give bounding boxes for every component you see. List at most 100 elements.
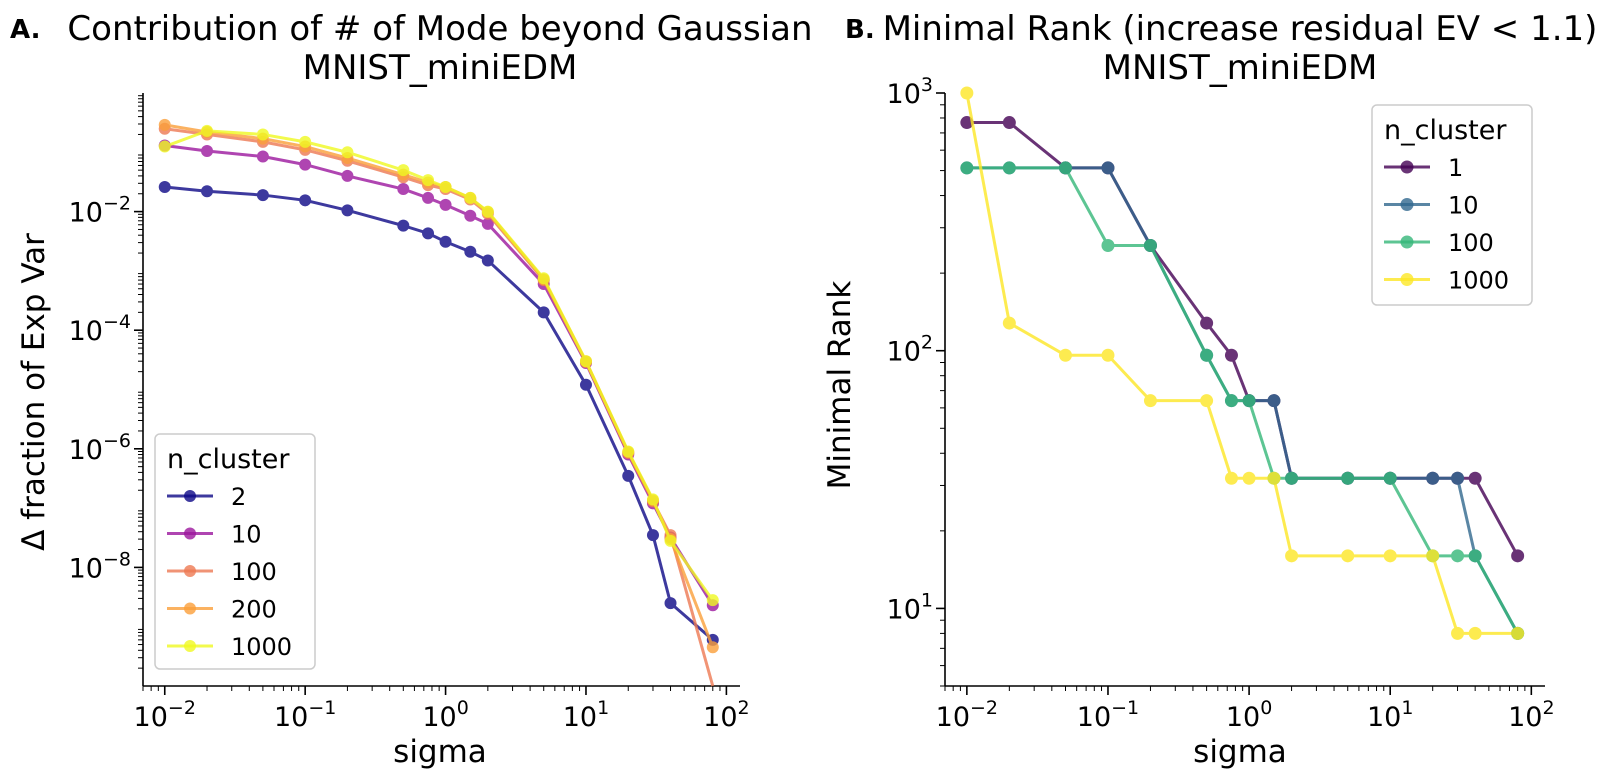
data-point bbox=[481, 205, 494, 218]
y-tick-label: 10−4 bbox=[69, 311, 131, 347]
data-point bbox=[1285, 471, 1299, 485]
x-tick-label: 10−2 bbox=[936, 697, 998, 733]
data-point bbox=[960, 161, 974, 175]
data-point bbox=[201, 124, 214, 137]
data-point bbox=[422, 191, 435, 204]
series-line bbox=[966, 166, 1519, 635]
panel-a-subtitle: MNIST_miniEDM bbox=[303, 48, 578, 88]
data-point bbox=[646, 493, 659, 506]
data-point bbox=[158, 140, 171, 153]
legend-swatch-marker bbox=[184, 640, 196, 652]
data-point bbox=[579, 378, 592, 391]
data-point bbox=[481, 254, 494, 267]
data-point bbox=[1143, 239, 1157, 253]
legend-swatch-marker bbox=[1400, 235, 1414, 249]
series-2 bbox=[158, 180, 719, 646]
data-point bbox=[439, 235, 452, 248]
data-point bbox=[1224, 394, 1238, 408]
data-point bbox=[299, 194, 312, 207]
data-point bbox=[464, 209, 477, 222]
y-tick-label: 103 bbox=[887, 74, 933, 110]
legend-swatch-marker bbox=[1400, 198, 1414, 211]
data-point bbox=[341, 204, 354, 217]
data-point bbox=[1267, 394, 1281, 408]
x-tick-label: 100 bbox=[422, 697, 468, 733]
data-point bbox=[397, 164, 410, 177]
data-point bbox=[1242, 471, 1256, 485]
data-point bbox=[622, 445, 635, 458]
data-point bbox=[1468, 471, 1482, 485]
legend-label: 200 bbox=[231, 596, 277, 624]
data-point bbox=[201, 145, 214, 158]
panel-a-title: Contribution of # of Mode beyond Gaussia… bbox=[67, 9, 812, 49]
panel-a-xlabel: sigma bbox=[393, 734, 487, 770]
x-tick-label: 100 bbox=[1226, 697, 1272, 733]
x-tick-label: 10−1 bbox=[1077, 697, 1139, 733]
data-point bbox=[664, 534, 677, 547]
legend-label: 100 bbox=[1448, 229, 1494, 257]
data-point bbox=[1267, 471, 1281, 485]
data-point bbox=[201, 185, 214, 198]
data-point bbox=[439, 198, 452, 211]
x-tick-label: 102 bbox=[1508, 697, 1554, 733]
y-tick-label: 101 bbox=[887, 589, 933, 625]
legend-label: 1000 bbox=[1448, 267, 1509, 295]
panel-b-title: Minimal Rank (increase residual EV < 1.1… bbox=[883, 9, 1598, 49]
data-point bbox=[341, 146, 354, 159]
legend-swatch-marker bbox=[184, 490, 196, 502]
legend-swatch-marker bbox=[1400, 160, 1414, 174]
data-point bbox=[1468, 626, 1482, 640]
data-point bbox=[1200, 348, 1214, 362]
y-tick-label: 10−6 bbox=[69, 430, 131, 466]
legend-label: 100 bbox=[231, 558, 277, 586]
data-point bbox=[158, 180, 171, 193]
y-tick-label: 10−8 bbox=[69, 548, 131, 584]
legend-swatch-marker bbox=[184, 527, 196, 540]
data-point bbox=[439, 180, 452, 193]
data-point bbox=[422, 174, 435, 187]
series-line bbox=[966, 166, 1519, 635]
data-point bbox=[1511, 626, 1525, 640]
data-point bbox=[537, 306, 550, 319]
data-point bbox=[1451, 471, 1465, 485]
data-point bbox=[1285, 549, 1299, 563]
legend-box bbox=[1371, 104, 1533, 306]
data-point bbox=[256, 128, 269, 141]
data-point bbox=[1002, 161, 1016, 175]
legend-label: 1 bbox=[1448, 154, 1463, 182]
x-tick-label: 10−1 bbox=[274, 697, 336, 733]
data-point bbox=[1426, 549, 1440, 563]
data-point bbox=[1511, 549, 1525, 563]
data-point bbox=[1101, 161, 1115, 175]
data-point bbox=[1200, 316, 1214, 330]
series-1000 bbox=[960, 86, 1525, 640]
legend-label: 1000 bbox=[231, 633, 292, 661]
data-point bbox=[1200, 394, 1214, 408]
data-point bbox=[1002, 116, 1016, 130]
data-point bbox=[299, 135, 312, 148]
data-point bbox=[1058, 348, 1072, 362]
data-point bbox=[706, 641, 719, 654]
data-point bbox=[646, 529, 659, 542]
legend-label: 2 bbox=[231, 483, 246, 511]
data-point bbox=[960, 86, 974, 100]
series-line bbox=[164, 185, 714, 641]
data-point bbox=[1058, 161, 1072, 175]
data-point bbox=[397, 183, 410, 196]
data-point bbox=[1101, 348, 1115, 362]
data-point bbox=[1224, 348, 1238, 362]
data-point bbox=[341, 169, 354, 182]
data-point bbox=[464, 245, 477, 258]
data-point bbox=[706, 594, 719, 607]
data-point bbox=[256, 150, 269, 163]
data-point bbox=[1242, 394, 1256, 408]
data-point bbox=[397, 219, 410, 232]
panel-b-plot: 10−2 10−1 100 101 102 101 102 103 n_cluster 1 10 10… bbox=[887, 74, 1555, 733]
data-point bbox=[1383, 549, 1397, 563]
data-point bbox=[579, 355, 592, 368]
legend: n_cluster 2 10 100 200 1000 bbox=[154, 433, 316, 670]
data-point bbox=[158, 118, 171, 131]
data-point bbox=[256, 189, 269, 202]
y-tick-label: 10−2 bbox=[69, 193, 131, 229]
data-point bbox=[1468, 549, 1482, 563]
